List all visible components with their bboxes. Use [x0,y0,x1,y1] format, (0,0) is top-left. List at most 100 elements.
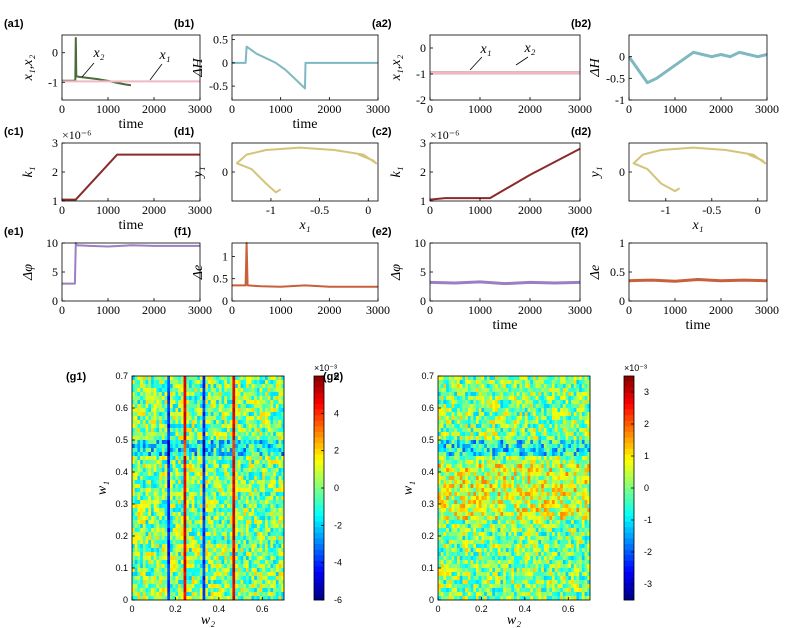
heat-cell [199,424,203,429]
heat-cell [235,424,239,429]
heat-cell [467,384,471,389]
heat-cell [462,388,466,393]
heat-cell [229,384,233,389]
heat-cell [508,452,512,457]
heat-cell [145,408,149,413]
heat-cell [202,544,206,549]
heat-cell [262,440,266,445]
heat-cell [273,440,277,445]
xtick-label-d1: -0.5 [310,203,329,217]
heat-cell [246,548,250,553]
heat-cell [164,548,168,553]
heat-cell [235,560,239,565]
heat-cell [213,412,217,417]
heat-cell [489,384,493,389]
heat-cell [256,440,260,445]
heat-cell [281,380,285,385]
ylabel-g1: w₁ [95,481,110,495]
heat-cell [481,392,485,397]
heat-cell [132,456,136,461]
heat-cell [438,528,442,533]
heat-cell [243,428,247,433]
heat-cell [478,544,482,549]
heat-cell [251,420,255,425]
heat-cell [457,596,461,601]
heat-cell [438,376,442,381]
heat-cell [440,520,444,525]
heat-cell [134,496,138,501]
series-d2-orbit [632,146,767,193]
heat-cell [208,392,212,397]
heat-cell [248,472,252,477]
heat-cell [259,552,263,557]
heat-cell [134,396,138,401]
heat-cell [132,564,136,569]
heat-cell [221,560,225,565]
heat-cell [218,572,222,577]
heat-cell [186,432,190,437]
heat-cell [497,516,501,521]
heat-cell [503,560,507,565]
heat-cell [281,400,285,405]
heat-cell [167,548,171,553]
heat-cell [462,556,466,561]
axes-box-a2 [429,34,581,101]
heat-cell [454,396,458,401]
heat-cell [183,400,187,405]
heat-cell [224,432,228,437]
heat-cell [191,552,195,557]
heat-cell [218,392,222,397]
heat-cell [465,428,469,433]
heat-cell [170,492,174,497]
heat-cell [202,416,206,421]
heat-cell [505,380,509,385]
heat-cell [251,528,255,533]
heat-cell [218,504,222,509]
heat-cell [470,484,474,489]
heat-cell [443,536,447,541]
heat-cell [438,412,442,417]
heat-cell [443,440,447,445]
heat-cell [278,376,282,381]
heat-cell [438,428,442,433]
heat-cell [457,404,461,409]
heat-cell [248,556,252,561]
heat-cell [457,532,461,537]
heat-cell [156,444,160,449]
heat-cell [172,448,176,453]
ytick-label-f1: 0.5 [213,272,228,286]
heat-cell [281,428,285,433]
heat-cell [183,556,187,561]
heat-cell [186,548,190,553]
heat-cell [178,584,182,589]
heat-cell [132,400,136,405]
heat-cell [481,588,485,593]
heat-cell [191,556,195,561]
heat-cell [273,560,277,565]
heat-cell [148,432,152,437]
heat-cell [194,520,198,525]
xtick-label-g1: 0 [129,604,134,614]
heat-cell [508,496,512,501]
heat-cell [235,384,239,389]
heat-cell [500,420,504,425]
heat-cell [481,456,485,461]
heat-cell [227,376,231,381]
heat-cell [164,424,168,429]
heat-cell [462,424,466,429]
heat-cell [237,432,241,437]
heat-cell [216,492,220,497]
heat-cell [448,592,452,597]
heat-cell [486,572,490,577]
colorbar-tick-label: -4 [334,558,342,568]
heat-cell [159,480,163,485]
heat-cell [161,492,165,497]
heat-cell [500,556,504,561]
heat-cell [492,504,496,509]
heat-cell [140,584,144,589]
heat-cell [216,400,220,405]
heat-cell [267,444,271,449]
heat-cell [132,388,136,393]
heat-cell [254,580,258,585]
heat-cell [467,424,471,429]
